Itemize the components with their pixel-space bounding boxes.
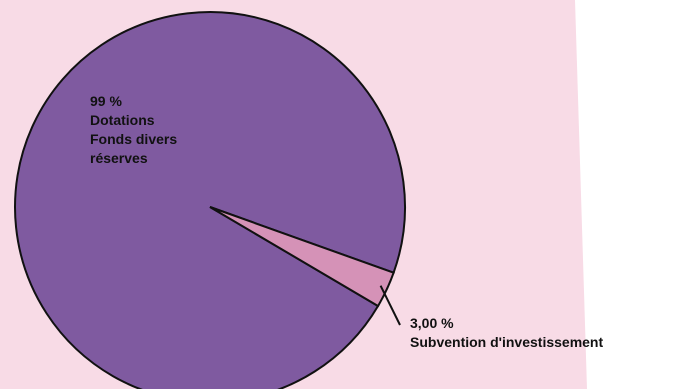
slice-name-line-2: Fonds divers [90, 131, 178, 147]
slice-percent-subvention: 3,00 % [410, 315, 454, 331]
pie-slice-dotations [14, 11, 406, 389]
slice-name-line-3: réserves [90, 150, 148, 166]
slice-name-line-1: Dotations [90, 112, 155, 128]
slice-label-dotations: 99 % Dotations Fonds divers réserves [90, 92, 177, 168]
slice-percent-dotations: 99 % [90, 93, 122, 109]
slice-label-subvention: 3,00 % Subvention d'investissement [410, 314, 603, 352]
slice-name-subvention: Subvention d'investissement [410, 334, 604, 350]
pie-slice-subvention [209, 206, 395, 308]
leader-line-subvention [379, 285, 401, 326]
